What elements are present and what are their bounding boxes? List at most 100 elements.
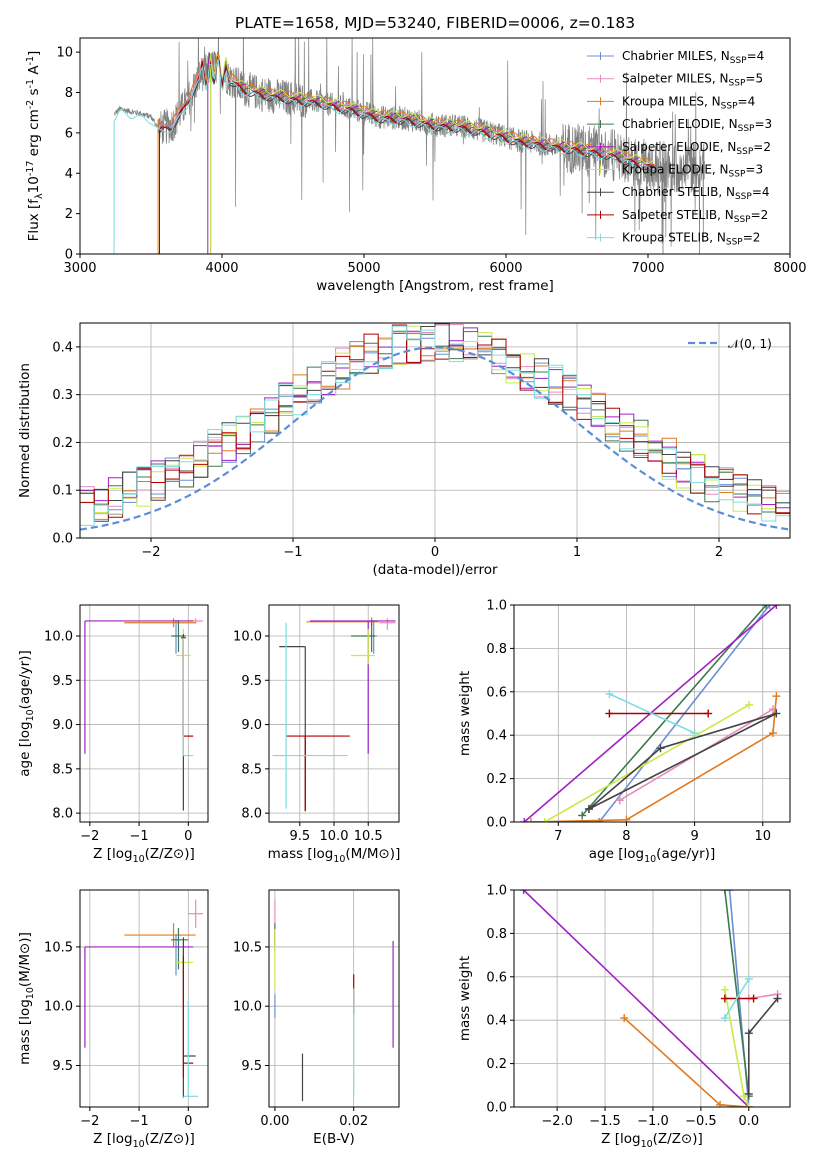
y-tick-label: 0.0 <box>52 532 73 547</box>
plus-marker <box>740 1092 748 1101</box>
mass-vs-EBV-grid <box>269 890 399 1107</box>
residuals-ylabel: Normed distribution <box>17 363 33 498</box>
plus-marker <box>725 890 734 894</box>
spectrum-xlabel: wavelength [Angstrom, rest frame] <box>316 278 554 294</box>
x-tick-label: 8000 <box>773 261 806 276</box>
x-tick-label: 10 <box>754 829 771 844</box>
errorbar-point <box>173 620 179 654</box>
x-tick-label: −1.5 <box>589 1114 621 1129</box>
plus-marker <box>605 709 614 718</box>
plus-marker <box>745 700 754 709</box>
errorbar-point <box>124 618 196 628</box>
histogram-line <box>80 323 790 522</box>
plus-marker <box>720 994 729 1003</box>
plus-marker <box>716 1100 725 1107</box>
plus-marker <box>744 1089 753 1098</box>
plus-marker <box>720 890 729 894</box>
x-tick-label: 10.5 <box>354 829 383 844</box>
x-tick-label: −1 <box>129 1114 148 1129</box>
axes-frame <box>513 604 791 823</box>
plus-marker <box>690 729 699 738</box>
axes-frame <box>79 37 791 255</box>
plus-marker <box>615 796 624 805</box>
errorbar-point <box>272 622 348 809</box>
y-tick-label: 4 <box>65 167 73 182</box>
errorbar-point <box>310 620 396 754</box>
y-tick-label: 0.8 <box>486 927 507 942</box>
age-vs-mass-frame: 9.5 10.0 10.5 8.0 8.5 9.0 9.5 10.0 <box>233 604 400 844</box>
histogram-line <box>80 325 790 526</box>
y-tick-label: 8.5 <box>52 762 73 777</box>
normal-curve <box>80 346 790 531</box>
plus-marker <box>605 689 614 698</box>
spectrum-legend: Chabrier MILES, NSSP=4 Salpeter MILES, NS… <box>587 49 772 248</box>
y-tick-label: 10.0 <box>44 630 73 645</box>
y-tick-label: 8.5 <box>241 762 262 777</box>
errorbar-point <box>183 1001 199 1097</box>
y-tick-label: 0.4 <box>486 1014 507 1029</box>
y-tick-label: 8.0 <box>241 807 262 822</box>
model-spectrum-line <box>207 51 655 254</box>
y-tick-label: 0 <box>65 248 73 263</box>
y-tick-label: 6 <box>65 126 73 141</box>
age-vs-Z-grid <box>80 605 208 822</box>
plus-marker <box>519 890 528 894</box>
mass-vs-EBV-frame: 0.00 0.02 9.5 10.0 10.5 <box>233 889 400 1129</box>
x-tick-label: 7000 <box>631 261 664 276</box>
x-tick-label: −1.0 <box>637 1114 669 1129</box>
y-tick-label: 0.0 <box>486 816 507 831</box>
y-tick-label: 10.5 <box>233 940 262 955</box>
plus-marker <box>527 818 536 822</box>
weight-series-line <box>724 989 750 1107</box>
weight-vs-Z-plot-area <box>519 890 782 1107</box>
x-tick-label: 3000 <box>63 261 96 276</box>
legend-entry: Chabrier MILES, NSSP=4 <box>622 49 764 66</box>
age-vs-Z-frame: −2 −1 0 8.0 8.5 9.0 9.5 10.0 <box>44 604 209 844</box>
errorbar-point <box>84 946 194 1048</box>
model-spectrum-line <box>157 51 655 254</box>
histogram-line <box>80 324 790 518</box>
age-vs-Z-xlabel: Z [log10(Z/Z⊙)] <box>93 846 195 865</box>
errorbar-point <box>379 618 396 630</box>
y-tick-label: 8.0 <box>52 807 73 822</box>
residuals-plot-area <box>80 323 790 531</box>
weight-series-line <box>598 605 771 822</box>
plus-marker <box>768 729 777 738</box>
legend-entry: Chabrier STELIB, NSSP=4 <box>622 185 770 202</box>
y-tick-label: 10.0 <box>233 1000 262 1015</box>
errorbar-point <box>188 899 204 928</box>
weight-vs-Z-xlabel: Z [log10(Z/Z⊙)] <box>601 1131 703 1150</box>
errorbar-point <box>182 637 194 757</box>
weight-series-line <box>724 978 750 1019</box>
errorbar-point <box>84 620 194 754</box>
x-tick-label: 0 <box>431 545 439 560</box>
x-tick-label: −0.5 <box>685 1114 717 1129</box>
y-tick-label: 0.2 <box>52 436 73 451</box>
y-tick-label: 2 <box>65 207 73 222</box>
y-tick-label: 9.0 <box>241 718 262 733</box>
y-tick-label: 9.5 <box>52 674 73 689</box>
x-tick-label: 10.0 <box>320 829 349 844</box>
y-tick-label: 0.0 <box>486 1101 507 1116</box>
legend-entry: Kroupa STELIB, NSSP=2 <box>622 231 760 248</box>
plus-marker <box>720 985 729 994</box>
x-tick-label: −2 <box>80 1114 99 1129</box>
mass-vs-Z-frame: −2 −1 0 9.5 10.0 10.5 <box>44 889 209 1129</box>
weight-series-line <box>523 890 750 1107</box>
x-tick-label: −1 <box>129 829 148 844</box>
mass-vs-EBV-xlabel: E(B-V) <box>313 1131 355 1147</box>
y-tick-label: 0.3 <box>52 388 73 403</box>
x-tick-label: 2 <box>715 545 723 560</box>
x-tick-label: 1 <box>573 545 581 560</box>
plus-marker <box>520 818 529 822</box>
x-tick-label: 0.02 <box>339 1114 368 1129</box>
x-tick-label: 0 <box>184 829 192 844</box>
y-tick-label: 10.5 <box>44 940 73 955</box>
age-vs-mass-plot-area <box>272 617 396 812</box>
plus-marker <box>762 605 771 609</box>
weight-series-line <box>623 1017 749 1107</box>
plus-marker <box>540 818 549 822</box>
plus-marker <box>772 709 781 718</box>
age-vs-mass-grid <box>269 605 399 822</box>
